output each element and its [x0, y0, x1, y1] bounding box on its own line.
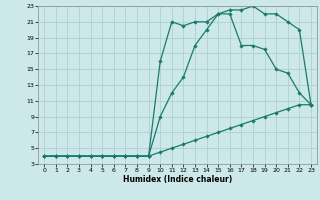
X-axis label: Humidex (Indice chaleur): Humidex (Indice chaleur) [123, 175, 232, 184]
